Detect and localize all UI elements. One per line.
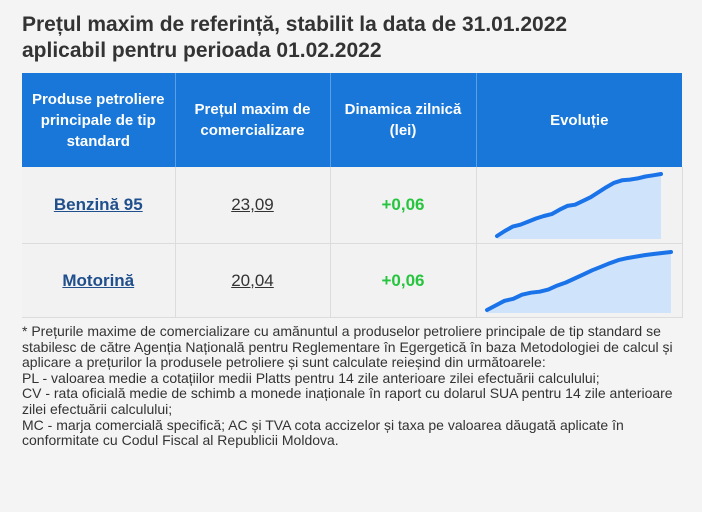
- title-line-1: Prețul maxim de referință, stabilit la d…: [22, 13, 568, 36]
- sparkline-line: [495, 172, 663, 238]
- trend-sparkline: [495, 172, 663, 239]
- change-cell: +0,06: [330, 167, 477, 244]
- title-line-2: aplicabil pentru perioada 01.02.2022: [22, 39, 382, 62]
- price-table: Produse petroliere principale de tip sta…: [22, 73, 683, 318]
- product-cell: Motorină: [22, 243, 176, 318]
- table-row: Benzină 95 23,09 +0,06: [22, 167, 683, 244]
- daily-change-value: +0,06: [381, 270, 425, 290]
- column-header-product: Produse petroliere principale de tip sta…: [22, 73, 176, 167]
- footnote: * Prețurile maxime de comercializare cu …: [22, 323, 682, 449]
- footnote-intro: * Prețurile maxime de comercializare cu …: [22, 323, 673, 371]
- price-cell: 23,09: [175, 167, 331, 244]
- price-value: 20,04: [231, 270, 274, 290]
- sparkline-line: [485, 249, 673, 312]
- price-value: 23,09: [231, 195, 274, 214]
- footnote-mc: MC - marja comercială specifică; AC și T…: [22, 416, 624, 449]
- price-cell: 20,04: [175, 243, 331, 318]
- product-cell: Benzină 95: [22, 167, 176, 244]
- trend-sparkline: [485, 249, 673, 313]
- product-link-benzina-95[interactable]: Benzină 95: [53, 195, 143, 214]
- table-row: Motorină 20,04 +0,06: [22, 243, 683, 318]
- table-header-row: Produse petroliere principale de tip sta…: [22, 73, 682, 167]
- change-cell: +0,06: [330, 243, 477, 318]
- product-link-motorina[interactable]: Motorină: [62, 270, 135, 290]
- footnote-cv: CV - rata oficială medie de schimb a mon…: [22, 385, 673, 417]
- column-header-trend: Evoluție: [476, 73, 682, 167]
- sparkline-area: [487, 251, 671, 313]
- column-header-price: Prețul maxim de comercializare: [175, 73, 331, 167]
- column-header-change: Dinamica zilnică (lei): [330, 73, 477, 167]
- sparkline-area: [497, 174, 661, 239]
- page-title: Prețul maxim de referință, stabilit la d…: [22, 12, 692, 64]
- trend-cell: [476, 243, 683, 318]
- trend-cell: [476, 167, 683, 244]
- daily-change-value: +0,06: [381, 195, 425, 214]
- footnote-pl: PL - valoarea medie a cotațiilor medii P…: [22, 369, 600, 386]
